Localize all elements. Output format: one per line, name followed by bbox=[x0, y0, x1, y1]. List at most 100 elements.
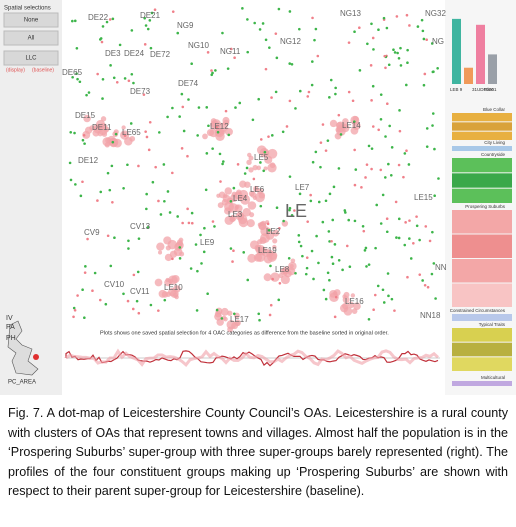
dot bbox=[422, 37, 426, 41]
dot bbox=[386, 102, 389, 106]
dot bbox=[181, 105, 185, 109]
cluster-blob bbox=[217, 202, 224, 209]
dot bbox=[315, 234, 318, 238]
dot bbox=[314, 150, 318, 154]
cluster-blob bbox=[244, 181, 251, 188]
dot bbox=[416, 25, 420, 28]
dot bbox=[299, 244, 303, 248]
group-label: City Living bbox=[484, 140, 505, 145]
dot bbox=[381, 193, 385, 197]
dot bbox=[353, 183, 357, 187]
cluster-blob bbox=[329, 119, 338, 128]
dot bbox=[69, 178, 73, 182]
dot bbox=[187, 221, 191, 225]
button[interactable] bbox=[3, 30, 59, 46]
dot bbox=[146, 27, 150, 31]
dot bbox=[344, 211, 347, 214]
dot bbox=[271, 277, 274, 281]
dot bbox=[397, 163, 401, 167]
dot bbox=[234, 106, 237, 109]
dot bbox=[105, 20, 109, 24]
dot bbox=[290, 213, 294, 217]
group-block bbox=[452, 381, 512, 386]
dot bbox=[171, 10, 175, 13]
cluster-blob bbox=[93, 125, 102, 134]
dot bbox=[196, 134, 199, 137]
cluster-blob bbox=[104, 142, 110, 148]
dot bbox=[361, 224, 365, 228]
dot bbox=[268, 313, 272, 317]
map-label: LE15 bbox=[414, 193, 433, 202]
dot bbox=[110, 164, 114, 168]
dot bbox=[106, 234, 110, 238]
dot bbox=[211, 147, 214, 150]
dot bbox=[409, 257, 413, 260]
dot bbox=[86, 237, 89, 241]
dot bbox=[390, 297, 394, 301]
cluster-blob bbox=[343, 306, 353, 316]
dot bbox=[112, 76, 116, 80]
dot bbox=[423, 72, 427, 76]
map-label: CV9 bbox=[84, 228, 100, 237]
dot bbox=[213, 225, 216, 228]
dot bbox=[398, 109, 401, 112]
dot bbox=[81, 288, 84, 292]
dot bbox=[149, 303, 153, 307]
dot bbox=[433, 194, 436, 197]
dot bbox=[367, 263, 371, 266]
cluster-blob bbox=[249, 240, 259, 250]
dot bbox=[290, 62, 294, 66]
cluster-blob bbox=[154, 278, 163, 287]
group-block bbox=[452, 122, 512, 131]
dot bbox=[365, 163, 369, 166]
dot bbox=[82, 133, 86, 137]
cluster-blob bbox=[252, 164, 258, 171]
dot bbox=[135, 299, 139, 303]
dot bbox=[425, 127, 429, 130]
dot bbox=[372, 48, 375, 51]
cluster-blob bbox=[240, 194, 251, 205]
dot bbox=[406, 48, 409, 52]
dot bbox=[245, 166, 249, 170]
map-label: NG12 bbox=[280, 37, 301, 46]
dot bbox=[226, 67, 230, 70]
dot bbox=[81, 180, 84, 184]
dot bbox=[190, 211, 194, 215]
dot bbox=[347, 218, 351, 222]
bar bbox=[464, 67, 473, 84]
dot bbox=[278, 281, 282, 285]
dot bbox=[418, 238, 421, 242]
dot bbox=[144, 24, 148, 27]
dot bbox=[252, 177, 256, 181]
dot bbox=[424, 225, 428, 228]
dot bbox=[68, 161, 72, 165]
dot bbox=[403, 243, 407, 247]
inset-label: PA bbox=[6, 324, 15, 331]
dot bbox=[176, 31, 180, 35]
dot bbox=[181, 221, 184, 225]
dot bbox=[370, 22, 373, 26]
button[interactable] bbox=[3, 50, 59, 66]
button-label: All bbox=[28, 36, 35, 42]
dot bbox=[145, 192, 148, 196]
button[interactable] bbox=[3, 12, 59, 28]
dot bbox=[288, 10, 292, 13]
map-label: DE72 bbox=[150, 50, 171, 59]
cluster-blob bbox=[237, 214, 248, 225]
wave-band bbox=[64, 348, 440, 368]
dot bbox=[73, 19, 77, 23]
dot bbox=[109, 64, 112, 67]
dot bbox=[379, 222, 383, 225]
dot bbox=[106, 171, 110, 175]
dot bbox=[389, 173, 393, 177]
dot bbox=[176, 215, 179, 218]
screenshot: DE22 DE21 NG9 NG13 NG32 NG10 NG11 NG12 DE3 DE24 DE… bbox=[0, 0, 512, 395]
dot bbox=[367, 318, 371, 321]
cluster-blob bbox=[161, 291, 169, 298]
dot bbox=[187, 98, 190, 101]
dot bbox=[360, 186, 363, 189]
dot bbox=[370, 167, 373, 171]
dot bbox=[131, 307, 135, 311]
dot bbox=[85, 93, 88, 97]
dot bbox=[229, 247, 233, 250]
